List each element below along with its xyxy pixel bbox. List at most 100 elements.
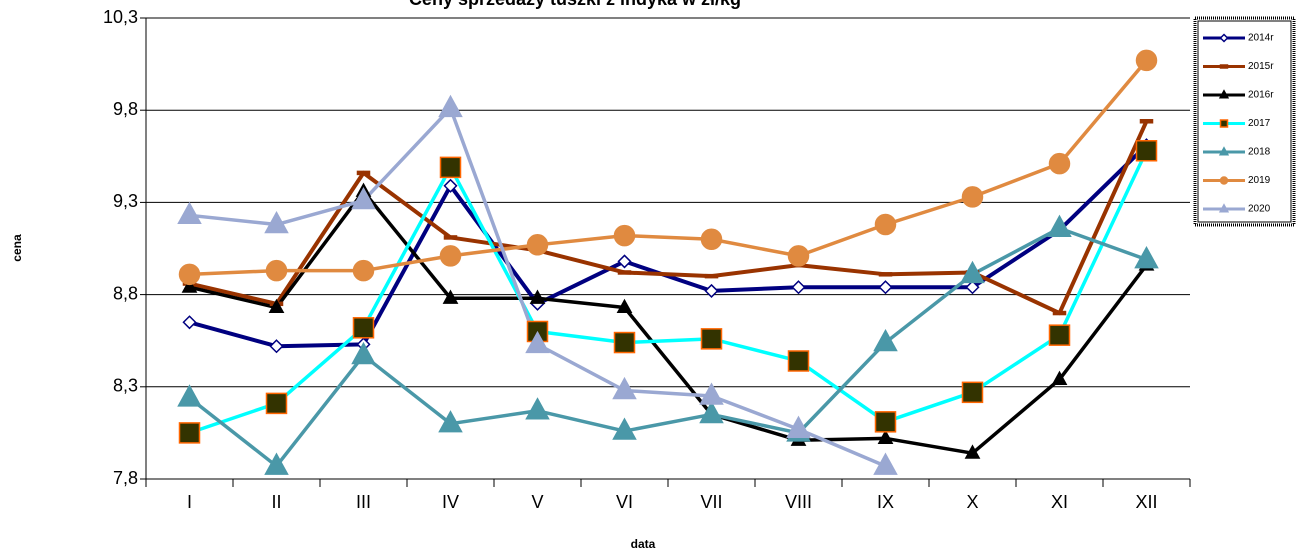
point bbox=[526, 234, 549, 256]
point bbox=[616, 298, 633, 314]
x-tick-label: IX bbox=[877, 492, 894, 512]
chart-title: Ceny sprzedaży tuszki z indyka w zł/kg bbox=[409, 0, 741, 9]
point bbox=[704, 283, 719, 298]
point bbox=[177, 384, 202, 407]
x-axis-title: data bbox=[631, 537, 656, 551]
point bbox=[352, 259, 375, 282]
x-tick-label: XII bbox=[1135, 492, 1157, 512]
point bbox=[351, 341, 376, 365]
legend-box-inner bbox=[1197, 20, 1292, 223]
point bbox=[439, 245, 462, 267]
point bbox=[443, 235, 458, 240]
point bbox=[525, 330, 550, 354]
point bbox=[1135, 49, 1158, 72]
point bbox=[1139, 119, 1154, 124]
point bbox=[617, 270, 632, 275]
point bbox=[525, 397, 550, 420]
point bbox=[700, 328, 723, 350]
point bbox=[612, 417, 637, 440]
y-tick-label: 8,3 bbox=[113, 376, 138, 396]
point bbox=[438, 410, 463, 433]
legend-box bbox=[1193, 16, 1296, 227]
legend-label: 2019 bbox=[1248, 175, 1271, 186]
point bbox=[961, 186, 984, 208]
point bbox=[877, 429, 894, 444]
series-line bbox=[189, 189, 1148, 455]
legend-marker bbox=[1219, 33, 1229, 43]
legend-label: 2020 bbox=[1248, 204, 1271, 215]
point bbox=[264, 452, 289, 475]
x-tick-label: VIII bbox=[785, 492, 812, 512]
point bbox=[264, 210, 289, 234]
point bbox=[352, 317, 375, 339]
legend-marker bbox=[1218, 89, 1230, 99]
x-tick-label: I bbox=[187, 492, 192, 512]
point bbox=[964, 444, 981, 459]
y-tick-label: 10,3 bbox=[103, 7, 138, 27]
point bbox=[268, 298, 285, 314]
point bbox=[443, 178, 458, 193]
legend-label: 2014r bbox=[1248, 33, 1274, 44]
point bbox=[960, 260, 985, 284]
series-line bbox=[189, 59, 1148, 277]
point bbox=[177, 201, 202, 225]
point bbox=[178, 263, 201, 286]
series-line bbox=[188, 226, 1148, 468]
point bbox=[878, 280, 893, 295]
point bbox=[961, 381, 984, 404]
point bbox=[699, 382, 724, 405]
point bbox=[1134, 246, 1159, 269]
x-tick-label: IV bbox=[442, 492, 459, 512]
point bbox=[438, 94, 463, 118]
point bbox=[787, 350, 810, 372]
point bbox=[791, 280, 806, 295]
x-tick-label: III bbox=[356, 492, 371, 512]
point bbox=[617, 254, 632, 269]
point bbox=[265, 392, 288, 415]
point bbox=[442, 289, 459, 304]
x-tick-label: VI bbox=[616, 492, 633, 512]
legend-marker bbox=[1218, 203, 1230, 213]
point bbox=[269, 339, 284, 354]
point bbox=[873, 452, 898, 475]
x-tick-label: X bbox=[966, 492, 978, 512]
point bbox=[699, 400, 724, 424]
point bbox=[1048, 152, 1071, 175]
point bbox=[704, 273, 719, 279]
point bbox=[874, 213, 897, 236]
y-tick-label: 7,8 bbox=[113, 468, 138, 488]
point bbox=[873, 328, 898, 352]
series-line bbox=[189, 120, 1149, 316]
point bbox=[1048, 324, 1071, 346]
point bbox=[965, 280, 980, 295]
legend-marker bbox=[1219, 176, 1229, 185]
point bbox=[351, 186, 376, 210]
point bbox=[529, 289, 546, 304]
point bbox=[439, 156, 462, 179]
point bbox=[356, 170, 371, 176]
legend-label: 2017 bbox=[1248, 118, 1271, 129]
point bbox=[1047, 214, 1072, 237]
x-tick-label: II bbox=[271, 492, 281, 512]
x-tick-label: VII bbox=[700, 492, 722, 512]
legend-label: 2015r bbox=[1248, 61, 1274, 72]
legend-marker bbox=[1219, 64, 1229, 69]
point bbox=[182, 315, 197, 330]
legend-marker bbox=[1218, 146, 1230, 156]
point bbox=[878, 272, 893, 277]
point bbox=[613, 224, 636, 247]
point bbox=[786, 415, 811, 438]
point bbox=[613, 331, 636, 354]
series-line bbox=[188, 143, 1148, 349]
x-tick-label: V bbox=[531, 492, 543, 512]
point bbox=[874, 411, 897, 433]
point bbox=[1135, 140, 1158, 162]
y-tick-label: 8,8 bbox=[113, 283, 138, 303]
point bbox=[265, 259, 288, 282]
point bbox=[1051, 370, 1068, 385]
point bbox=[787, 245, 810, 267]
point bbox=[181, 278, 198, 293]
point bbox=[700, 228, 723, 251]
